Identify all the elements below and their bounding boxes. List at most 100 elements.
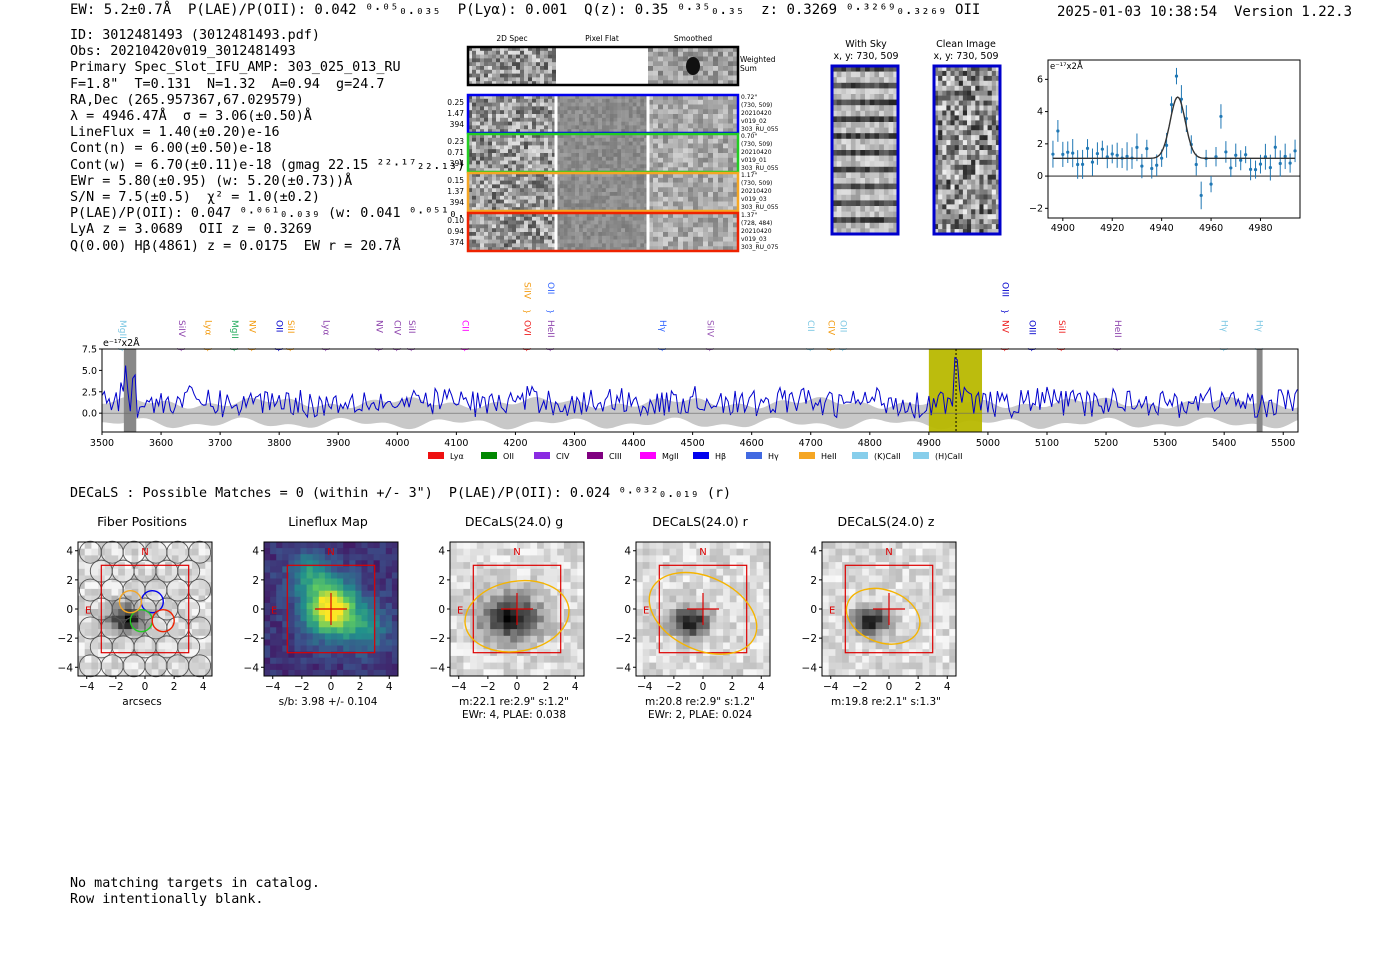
svg-text:OII: OII [837, 320, 847, 332]
svg-text:}: } [1113, 347, 1122, 352]
cutout-caption-line: arcsecs [122, 696, 162, 708]
cutout-title: DECaLS(24.0) z [837, 514, 935, 529]
svg-text:NV: NV [1000, 320, 1010, 334]
north-label: N [141, 547, 148, 558]
spectrum-ytick: 0.0 [82, 409, 97, 420]
fiber-stat: 1.47 [447, 109, 464, 118]
spectral-line-label: SiIV} [704, 320, 714, 352]
cutout-3: DECaLS(24.0) g N E −4 −4 −2 −2 0 0 2 2 4 4 m:22.1 re:… [424, 512, 604, 727]
aperture-ellipse [648, 571, 758, 655]
spectral-line-label: MgII} [229, 320, 239, 352]
fiber-2d-spec [468, 213, 557, 252]
east-label: E [829, 605, 835, 616]
fiber-meta: (728, 484) [741, 220, 772, 227]
footer-line-1: No matching targets in catalog. [70, 876, 320, 891]
cutout-title: Lineflux Map [288, 514, 368, 529]
spectrum-xtick: 3800 [267, 438, 291, 449]
svg-text:SiII: SiII [1056, 320, 1066, 334]
fiber-stat: 374 [450, 238, 465, 247]
spectrum-xtick: 5000 [976, 438, 1000, 449]
cutout-xtick: 0 [328, 681, 335, 693]
spectral-line-label: CII} [805, 320, 815, 352]
fiber-pixel-flat [556, 173, 649, 212]
svg-text:}: } [1219, 347, 1228, 352]
full-spectrum-plot: MgII}SiIV}Lyα}MgII}NV}OII}SiII}Lyα}NV}CI… [82, 282, 1299, 461]
cutout-xtick: 4 [572, 681, 579, 693]
fiber-stat: 0.25 [447, 98, 464, 107]
cutout-ytick: −2 [802, 633, 817, 645]
cutout-xtick: −2 [108, 681, 123, 693]
svg-text:SiII: SiII [406, 320, 416, 334]
east-label: E [457, 605, 463, 616]
svg-text:}: } [322, 347, 331, 352]
info-line: S/N = 7.5(±0.5) χ² = 1.0(±0.2) [70, 190, 320, 206]
zoom-ytick: 6 [1037, 74, 1043, 85]
cutout-xtick: 2 [171, 681, 178, 693]
spectrum-axes [101, 348, 1299, 433]
fiber-meta: 1.37" [741, 212, 757, 219]
svg-text:CIII: CIII [609, 452, 622, 461]
spec-col-title: Smoothed [674, 34, 713, 43]
fiber-smoothed [648, 134, 739, 173]
svg-text:}: } [230, 347, 239, 352]
cutout-image: N E −4 −4 −2 −2 0 0 2 2 4 4 [616, 541, 771, 693]
cutout-ytick: 4 [438, 546, 445, 558]
cutout-title: DECaLS(24.0) g [464, 514, 564, 529]
cutout-caption-line: EWr: 2, PLAE: 0.024 [647, 709, 753, 721]
fiber-2d-spec [468, 173, 557, 212]
svg-text:}: } [546, 347, 555, 352]
fiber-meta: 20210420 [741, 110, 772, 117]
spectrum-xtick: 4100 [444, 438, 468, 449]
fiber-meta: v019_03 [741, 196, 767, 203]
cutout-ytick: 2 [438, 575, 445, 587]
zoom-xtick: 4940 [1150, 223, 1174, 234]
svg-text:CIV: CIV [556, 452, 570, 461]
cutout-caption-line: m:19.8 re:2.1" s:1.3" [831, 696, 941, 708]
spectral-line-label: OII} [545, 282, 555, 314]
spectral-line-label: HeII} [545, 320, 555, 352]
decals-summary: DECaLS : Possible Matches = 0 (within +/… [70, 486, 732, 501]
spectrum-ytick: 2.5 [82, 387, 97, 398]
cutout-ytick: 0 [438, 604, 445, 616]
line-zoom-plot: 4900 4920 4940 4960 4980 6 4 2 0 −2 e⁻¹⁷x2Å [1030, 59, 1301, 234]
svg-text:}: } [1001, 309, 1010, 314]
spectral-line-label: SiIV} [521, 282, 531, 314]
cutout-ytick: −4 [58, 662, 74, 674]
search-box [472, 564, 562, 654]
svg-text:}: } [286, 347, 295, 352]
svg-text:}: } [1027, 347, 1036, 352]
zoom-axes [1047, 59, 1301, 219]
east-label: E [271, 605, 277, 616]
line-highlight [928, 349, 983, 432]
spectrum-xtick: 5100 [1035, 438, 1059, 449]
svg-text:NV: NV [247, 320, 257, 334]
clean-frame [932, 64, 1002, 236]
fiber-pixel-flat [556, 213, 649, 252]
cutout-xtick: 0 [142, 681, 149, 693]
svg-text:}: } [460, 347, 469, 352]
svg-text:}: } [546, 309, 555, 314]
fiber-stat: 1.37 [447, 187, 464, 196]
svg-text:}: } [392, 347, 401, 352]
svg-text:SiIV: SiIV [176, 320, 186, 338]
cutout-xtick: −2 [852, 681, 867, 693]
spectral-line-label: SiII} [1056, 320, 1066, 352]
fiber-meta: 303_RU_055 [741, 126, 779, 133]
cutout-xtick: 0 [514, 681, 521, 693]
fiber-meta: v019_02 [741, 118, 767, 125]
cutout-xtick: 2 [543, 681, 550, 693]
zoom-xtick: 4960 [1199, 223, 1223, 234]
spectrum-xtick: 4500 [681, 438, 705, 449]
svg-text:}: } [203, 347, 212, 352]
cutout-ytick: 2 [624, 575, 631, 587]
spectral-line-label: Hγ} [1218, 320, 1228, 352]
fiber-2d-spec [468, 134, 557, 173]
spectral-line-label: Lyα} [321, 320, 331, 352]
clean-image [934, 66, 1001, 235]
info-line: Q(0.00) Hβ(4861) z = 0.0175 EW r = 20.7Å [70, 238, 401, 254]
weighted-pixel-flat [556, 47, 648, 85]
fiber-meta: 0.72" [741, 94, 757, 101]
spectral-line-label: SiII} [285, 320, 295, 352]
svg-text:OII: OII [273, 320, 283, 332]
spectrum-xtick: 5200 [1094, 438, 1118, 449]
